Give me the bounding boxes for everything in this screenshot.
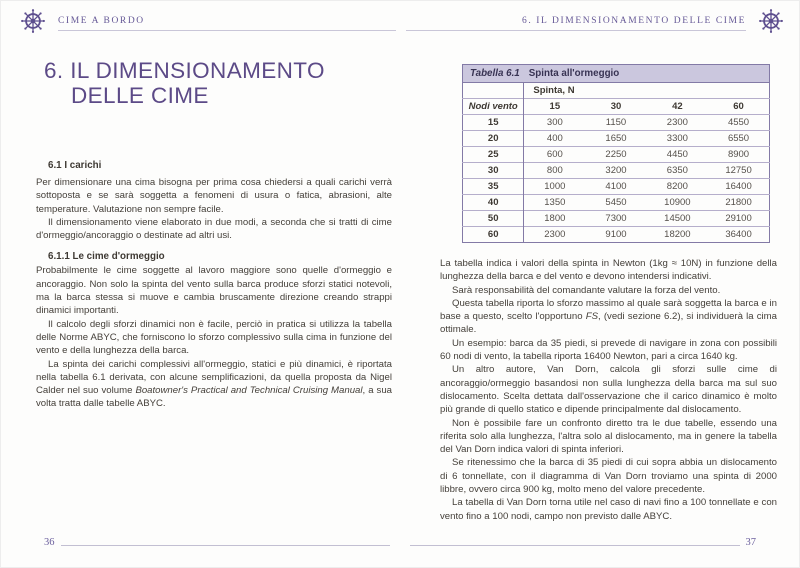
table-caption: Tabella 6.1 Spinta all'ormeggio [462,64,770,83]
footer-left: 36 [44,537,396,548]
value-cell: 1150 [585,114,647,131]
paragraph: Un esempio: barca da 35 piedi, si preved… [440,337,777,363]
chapter-title-line1: 6. IL DIMENSIONAMENTO [44,58,325,83]
table-row: 30 800 3200 6350 12750 [462,162,770,179]
value-cell: 5450 [585,194,647,211]
column-header: 15 [523,98,586,115]
value-cell: 18200 [646,226,709,243]
paragraph: Non è possibile fare un confronto dirett… [440,417,777,456]
footer-rule [410,544,740,546]
running-head-right: 6. IL DIMENSIONAMENTO DELLE CIME [406,8,746,31]
paragraph: Questa tabella riporta lo sforzo massimo… [440,297,778,336]
value-cell: 800 [523,162,586,179]
value-cell: 10900 [646,194,709,211]
value-cell: 400 [523,130,586,147]
value-cell: 1350 [523,194,586,211]
table-empty-cell [462,82,525,99]
table-row: 20 400 1650 3300 6550 [462,130,770,147]
wind-cell: 60 [462,226,525,243]
paragraph: Il dimensionamento viene elaborato in du… [36,216,392,242]
table-row: 35 1000 4100 8200 16400 [462,178,770,195]
value-cell: 2300 [523,226,586,243]
table-row-header: Nodi vento [462,98,525,115]
chapter-title-line2: DELLE CIME [71,83,209,108]
spinta-ormeggio-table: Tabella 6.1 Spinta all'ormeggio Spinta, N… [462,64,770,243]
value-cell: 29100 [708,210,770,227]
footer-right: 37 [404,537,757,548]
value-cell: 8900 [708,146,770,163]
right-page-column: Tabella 6.1 Spinta all'ormeggio Spinta, N… [440,64,777,523]
paragraph: Il calcolo degli sforzi dinamici non è f… [36,318,392,357]
wind-cell: 25 [462,146,525,163]
paragraph: La spinta dei carichi complessivi all'or… [36,358,392,410]
wind-cell: 20 [462,130,525,147]
column-header: 42 [646,98,709,115]
value-cell: 1000 [523,178,586,195]
value-cell: 4100 [585,178,647,195]
running-head-left: CIME A BORDO [58,8,396,31]
section-heading-6-1: 6.1 I carichi [48,160,102,171]
table-row: 25 600 2250 4450 8900 [462,146,770,163]
value-cell: 6350 [646,162,709,179]
table-row: 40 1350 5450 10900 21800 [462,194,770,211]
table-caption-row: Tabella 6.1 Spinta all'ormeggio [462,64,770,83]
table-group-header: Spinta, N [533,85,575,96]
page-number-right: 37 [745,537,757,548]
value-cell: 3300 [646,130,709,147]
value-cell: 300 [523,114,586,131]
paragraph: Sarà responsabilità del comandante valut… [452,284,721,296]
column-header: 30 [585,98,647,115]
wind-cell: 50 [462,210,525,227]
ship-wheel-icon [21,9,45,33]
left-page-column: 6. IL DIMENSIONAMENTO DELLE CIME 6.1 I c… [36,58,392,411]
ship-wheel-icon [759,9,783,33]
value-cell: 8200 [646,178,709,195]
table-row: 50 1800 7300 14500 29100 [462,210,770,227]
footer-rule [60,544,390,546]
value-cell: 9100 [585,226,647,243]
value-cell: 3200 [585,162,647,179]
table-row: 15 300 1150 2300 4550 [462,114,770,131]
table-column-header-row: Nodi vento 15 30 42 60 [462,98,770,115]
page-number-left: 36 [44,537,55,548]
value-cell: 4550 [708,114,770,131]
chapter-title: 6. IL DIMENSIONAMENTO DELLE CIME [44,58,392,108]
value-cell: 2300 [646,114,709,131]
value-cell: 6550 [708,130,770,147]
paragraph: Se ritenessimo che la barca di 35 piedi … [440,457,777,496]
value-cell: 16400 [708,178,770,195]
table-caption-title: Spinta all'ormeggio [528,68,620,79]
table-row: 60 2300 9100 18200 36400 [462,226,770,243]
table-caption-label: Tabella 6.1 [470,68,520,79]
value-cell: 21800 [708,194,770,211]
value-cell: 12750 [708,162,770,179]
value-cell: 36400 [708,226,770,243]
value-cell: 14500 [646,210,709,227]
paragraph: Per dimensionare una cima bisogna per pr… [36,177,392,215]
table-group-header-row: Spinta, N [462,82,770,99]
value-cell: 7300 [585,210,647,227]
column-header: 60 [708,98,770,115]
wind-cell: 35 [462,178,525,195]
value-cell: 1800 [523,210,586,227]
section-heading-6-1-1: 6.1.1 Le cime d'ormeggio [48,251,165,263]
paragraph: La tabella indica i valori della spinta … [440,258,777,283]
value-cell: 2250 [585,146,647,163]
wind-cell: 15 [462,114,525,131]
paragraph: La tabella di Van Dorn torna utile nel c… [440,497,777,522]
wind-cell: 30 [462,162,525,179]
page-header-right: 6. IL DIMENSIONAMENTO DELLE CIME [404,8,784,34]
value-cell: 600 [523,146,586,163]
wind-cell: 40 [462,194,525,211]
value-cell: 4450 [646,146,709,163]
page-header-left: CIME A BORDO [20,8,398,34]
paragraph: Un altro autore, Van Dorn, calcola gli s… [440,364,777,416]
value-cell: 1650 [585,130,647,147]
paragraph: Probabilmente le cime soggette al lavoro… [36,265,392,317]
